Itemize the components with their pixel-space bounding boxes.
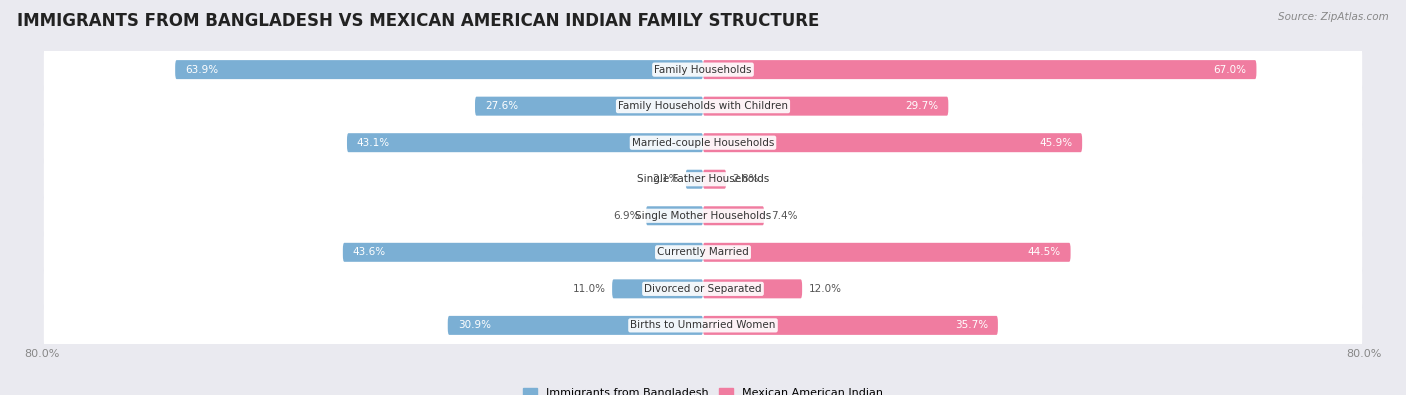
FancyBboxPatch shape <box>44 44 1362 95</box>
FancyBboxPatch shape <box>447 316 703 335</box>
Text: Married-couple Households: Married-couple Households <box>631 138 775 148</box>
FancyBboxPatch shape <box>343 243 703 262</box>
FancyBboxPatch shape <box>612 279 703 298</box>
Text: Family Households: Family Households <box>654 65 752 75</box>
FancyBboxPatch shape <box>703 206 763 225</box>
Text: 43.1%: 43.1% <box>357 138 389 148</box>
FancyBboxPatch shape <box>44 81 1362 132</box>
Text: 35.7%: 35.7% <box>955 320 988 330</box>
FancyBboxPatch shape <box>347 133 703 152</box>
FancyBboxPatch shape <box>44 117 1362 168</box>
Text: 2.8%: 2.8% <box>733 174 759 184</box>
Text: Single Mother Households: Single Mother Households <box>636 211 770 221</box>
FancyBboxPatch shape <box>703 133 1083 152</box>
FancyBboxPatch shape <box>703 170 725 189</box>
Text: Source: ZipAtlas.com: Source: ZipAtlas.com <box>1278 12 1389 22</box>
Text: 27.6%: 27.6% <box>485 101 517 111</box>
Text: 43.6%: 43.6% <box>353 247 385 257</box>
Text: 11.0%: 11.0% <box>572 284 606 294</box>
FancyBboxPatch shape <box>44 300 1362 351</box>
Text: 6.9%: 6.9% <box>613 211 640 221</box>
FancyBboxPatch shape <box>176 60 703 79</box>
FancyBboxPatch shape <box>645 206 703 225</box>
FancyBboxPatch shape <box>703 243 1070 262</box>
FancyBboxPatch shape <box>703 316 998 335</box>
FancyBboxPatch shape <box>44 190 1362 241</box>
Text: Single Father Households: Single Father Households <box>637 174 769 184</box>
FancyBboxPatch shape <box>475 97 703 116</box>
Text: 29.7%: 29.7% <box>905 101 938 111</box>
FancyBboxPatch shape <box>703 97 948 116</box>
Text: 45.9%: 45.9% <box>1039 138 1073 148</box>
Text: Divorced or Separated: Divorced or Separated <box>644 284 762 294</box>
Text: 67.0%: 67.0% <box>1213 65 1247 75</box>
Text: Currently Married: Currently Married <box>657 247 749 257</box>
Text: 7.4%: 7.4% <box>770 211 797 221</box>
FancyBboxPatch shape <box>44 263 1362 314</box>
Text: Births to Unmarried Women: Births to Unmarried Women <box>630 320 776 330</box>
Text: IMMIGRANTS FROM BANGLADESH VS MEXICAN AMERICAN INDIAN FAMILY STRUCTURE: IMMIGRANTS FROM BANGLADESH VS MEXICAN AM… <box>17 12 820 30</box>
FancyBboxPatch shape <box>703 279 801 298</box>
Text: Family Households with Children: Family Households with Children <box>619 101 787 111</box>
Text: 30.9%: 30.9% <box>458 320 491 330</box>
FancyBboxPatch shape <box>686 170 703 189</box>
FancyBboxPatch shape <box>44 227 1362 278</box>
Text: 63.9%: 63.9% <box>186 65 218 75</box>
FancyBboxPatch shape <box>703 60 1257 79</box>
Text: 12.0%: 12.0% <box>808 284 842 294</box>
Text: 2.1%: 2.1% <box>652 174 679 184</box>
FancyBboxPatch shape <box>44 154 1362 205</box>
Legend: Immigrants from Bangladesh, Mexican American Indian: Immigrants from Bangladesh, Mexican Amer… <box>519 383 887 395</box>
Text: 44.5%: 44.5% <box>1028 247 1060 257</box>
